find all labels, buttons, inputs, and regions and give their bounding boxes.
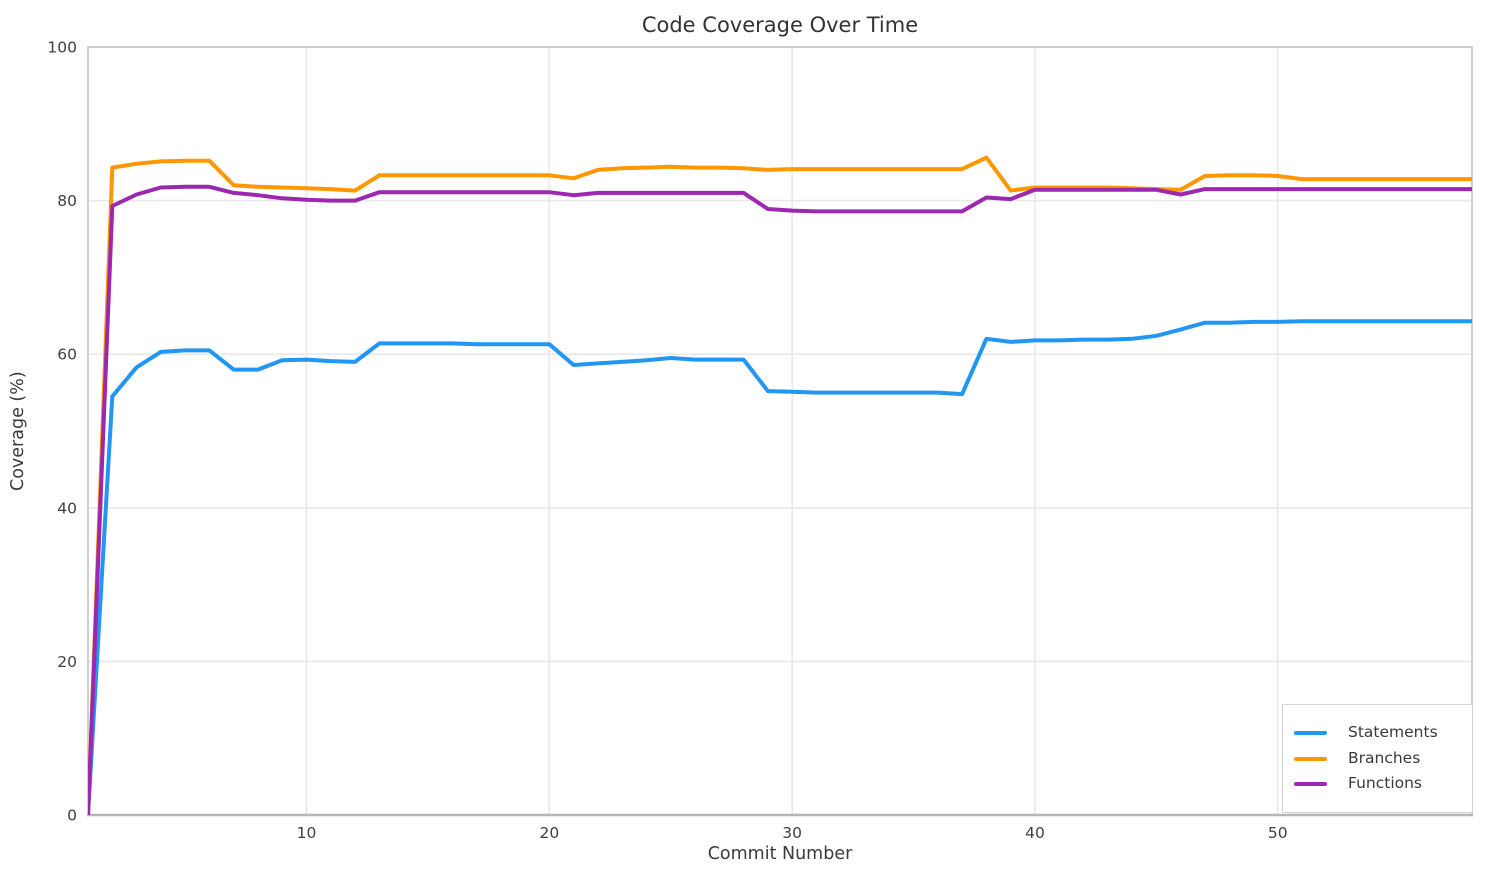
x-tick-label: 30 [782,824,802,842]
legend: Statements Branches Functions [1282,704,1473,813]
series-line-branches [88,155,1472,815]
x-tick-label: 50 [1268,824,1288,842]
x-tick-label: 40 [1025,824,1045,842]
legend-swatch-branches [1294,756,1327,761]
plot-spines [87,46,1473,816]
legend-item-branches: Branches [1294,748,1472,767]
legend-label-functions: Functions [1348,774,1423,793]
y-tick-label: 20 [57,653,77,671]
legend-label-statements: Statements [1348,723,1438,742]
legend-label-branches: Branches [1348,748,1421,767]
legend-item-statements: Statements [1294,725,1472,741]
y-axis-title: Coverage (%) [8,371,28,491]
legend-item-functions: Functions [1294,776,1472,792]
series-line-functions [88,184,1472,815]
y-tick-label: 100 [47,39,77,57]
legend-swatch-statements [1294,731,1327,735]
y-tick-label: 0 [67,807,77,825]
x-tick-label: 10 [297,824,317,842]
x-axis-title: Commit Number [707,844,853,864]
x-tick-label: 20 [539,824,559,842]
y-tick-label: 40 [57,499,77,517]
y-tick-label: 60 [57,346,77,364]
legend-swatch-functions [1294,782,1327,786]
y-tick-label: 80 [57,192,77,210]
series-line-statements [88,319,1472,815]
chart-title: Code Coverage Over Time [641,13,919,37]
